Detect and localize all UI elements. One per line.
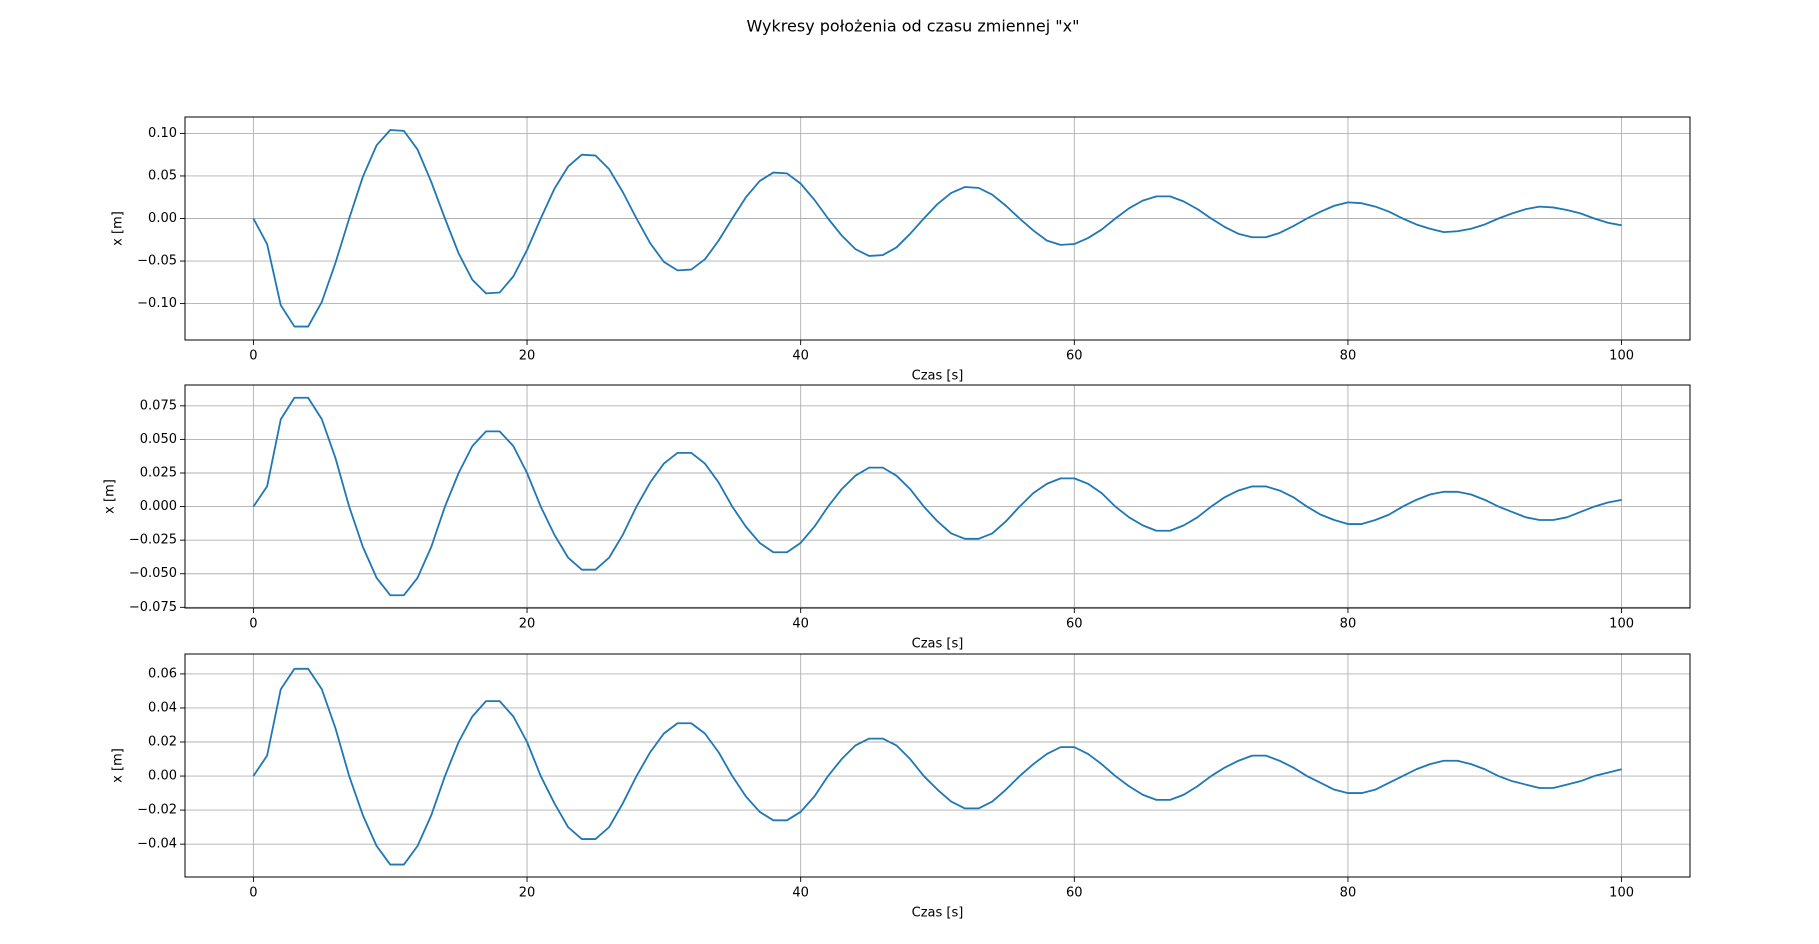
subplot: 0 20 40 60 80 100 −0.04 −0.02 0.00 0.02 0.04 0.06 Cz… [111, 653, 1691, 921]
axes-frame [184, 384, 1691, 609]
data-line [252, 667, 1622, 866]
x-tick-label: 20 [519, 349, 536, 364]
y-tick-label: 0.000 [140, 499, 177, 514]
data-line [252, 129, 1622, 328]
y-tick-label: −0.050 [129, 566, 177, 581]
y-tick-label: 0.06 [148, 666, 177, 681]
x-tick-label: 80 [1340, 886, 1357, 901]
x-axis-label: Czas [s] [912, 369, 964, 384]
plot-area [252, 396, 1622, 597]
plot-area [252, 129, 1622, 328]
y-axis-label: x [m] [111, 748, 126, 783]
axes-frame [184, 653, 1691, 878]
y-tick-label: 0.075 [140, 398, 177, 413]
y-tick-label: −0.075 [129, 600, 177, 615]
x-tick-label: 60 [1066, 617, 1083, 632]
y-tick-label: −0.025 [129, 533, 177, 548]
y-tick-label: 0.02 [148, 735, 177, 750]
y-tick-label: 0.00 [148, 211, 177, 226]
x-tick-label: 0 [249, 886, 257, 901]
x-tick-label: 80 [1340, 349, 1357, 364]
y-tick-label: −0.02 [137, 803, 177, 818]
subplot: 0 20 40 60 80 100 −0.10 −0.05 0.00 0.05 0.10 Czas [… [111, 116, 1691, 384]
plot-area [252, 667, 1622, 866]
x-tick-label: 40 [792, 349, 809, 364]
data-line [252, 396, 1622, 597]
y-tick-label: −0.05 [137, 254, 177, 269]
x-tick-label: 0 [249, 349, 257, 364]
x-tick-label: 80 [1340, 617, 1357, 632]
x-tick-label: 100 [1609, 886, 1634, 901]
y-tick-label: 0.05 [148, 168, 177, 183]
figure-title: Wykresy położenia od czasu zmiennej "x" [747, 17, 1080, 36]
x-axis-label: Czas [s] [912, 637, 964, 652]
y-tick-label: 0.10 [148, 126, 177, 141]
x-tick-label: 20 [519, 617, 536, 632]
x-tick-label: 60 [1066, 886, 1083, 901]
x-axis-label: Czas [s] [912, 906, 964, 921]
y-axis-label: x [m] [111, 211, 126, 246]
axes-frame [184, 116, 1691, 341]
x-tick-label: 60 [1066, 349, 1083, 364]
y-tick-label: −0.04 [137, 837, 177, 852]
x-tick-label: 40 [792, 886, 809, 901]
subplot: 0 20 40 60 80 100 −0.075 −0.050 −0.025 0.000 0.025… [103, 384, 1691, 652]
y-tick-label: 0.00 [148, 769, 177, 784]
y-tick-label: 0.025 [140, 465, 177, 480]
x-tick-label: 100 [1609, 349, 1634, 364]
y-tick-label: 0.04 [148, 700, 177, 715]
y-axis-label: x [m] [103, 479, 118, 514]
x-tick-label: 40 [792, 617, 809, 632]
y-tick-label: 0.050 [140, 432, 177, 447]
x-tick-label: 20 [519, 886, 536, 901]
x-tick-label: 100 [1609, 617, 1634, 632]
x-tick-label: 0 [249, 617, 257, 632]
y-tick-label: −0.10 [137, 296, 177, 311]
